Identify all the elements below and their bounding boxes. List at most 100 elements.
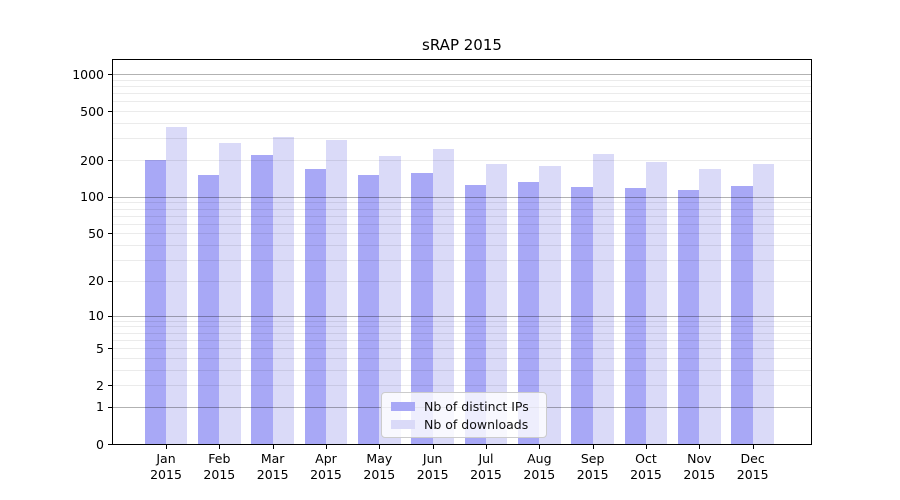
gridline-8	[112, 326, 812, 327]
y-tick-label-5: 5	[96, 340, 104, 356]
bar-downloads-may	[379, 156, 401, 445]
x-tick-label-nov: Nov 2015	[683, 451, 716, 482]
x-tick-mark	[699, 445, 701, 449]
x-tick-label-jun: Jun 2015	[416, 451, 449, 482]
y-tick-mark	[108, 348, 112, 350]
gridline-800	[112, 86, 812, 87]
bar-distinct-ips-jan	[144, 160, 166, 445]
bar-distinct-ips-may	[358, 175, 380, 445]
gridline-30	[112, 260, 812, 261]
bar-distinct-ips-apr	[304, 168, 326, 445]
y-tick-mark	[108, 160, 112, 162]
y-tick-mark	[108, 385, 112, 387]
x-tick-mark	[325, 445, 327, 449]
x-tick-mark	[645, 445, 647, 449]
y-tick-mark	[108, 444, 112, 445]
y-tick-mark	[108, 196, 112, 198]
x-tick-mark	[219, 445, 221, 449]
bar-distinct-ips-jun	[411, 172, 433, 445]
y-tick-mark	[108, 315, 112, 317]
bar-downloads-jan	[166, 126, 188, 445]
bar-downloads-oct	[645, 161, 668, 445]
y-tick-label-20: 20	[88, 273, 104, 289]
bar-distinct-ips-feb	[198, 174, 220, 445]
gridline-6	[112, 340, 812, 341]
left-spine	[112, 59, 113, 445]
x-tick-mark	[166, 445, 167, 449]
legend-label: Nb of downloads	[424, 416, 529, 432]
gridline-900	[112, 80, 812, 81]
gridline-7	[112, 333, 812, 334]
bar-downloads-jun	[432, 149, 454, 445]
y-tick-label-1: 1	[96, 399, 104, 415]
x-tick-label-feb: Feb 2015	[203, 451, 236, 482]
gridline-4	[112, 358, 812, 359]
gridline-2	[112, 385, 812, 386]
y-tick-mark	[108, 74, 112, 76]
x-tick-label-sep: Sep 2015	[576, 451, 609, 482]
bar-downloads-mar	[272, 136, 294, 445]
x-tick-mark	[379, 445, 381, 449]
x-axis-spine	[112, 444, 812, 445]
gridline-40	[112, 245, 812, 246]
gridline-10	[112, 316, 812, 317]
y-tick-label-100: 100	[80, 189, 104, 205]
y-tick-label-200: 200	[80, 152, 104, 168]
x-tick-label-mar: Mar 2015	[256, 451, 289, 482]
gridline-9	[112, 321, 812, 322]
legend-item: Nb of distinct IPs	[391, 398, 538, 416]
x-tick-label-may: May 2015	[363, 451, 396, 482]
gridline-50	[112, 233, 812, 234]
gridline-1000	[112, 74, 812, 75]
x-tick-mark	[539, 445, 541, 449]
gridline-500	[112, 111, 812, 112]
gridline-300	[112, 138, 812, 139]
bar-distinct-ips-oct	[624, 187, 646, 445]
bar-distinct-ips-mar	[251, 154, 273, 445]
legend-swatch-distinct-ips	[391, 402, 415, 412]
gridline-60	[112, 224, 812, 225]
plot-area	[112, 59, 812, 445]
gridline-600	[112, 101, 812, 102]
x-tick-label-dec: Dec 2015	[736, 451, 769, 482]
x-tick-mark	[432, 445, 434, 449]
x-tick-mark	[592, 445, 594, 449]
bar-downloads-nov	[699, 168, 721, 445]
gridline-200	[112, 160, 812, 161]
gridline-100	[112, 197, 812, 198]
bar-distinct-ips-nov	[678, 189, 700, 445]
bar-downloads-sep	[592, 153, 614, 445]
gridline-70	[112, 216, 812, 217]
legend-label: Nb of distinct IPs	[424, 399, 529, 415]
y-tick-mark	[108, 233, 112, 235]
gridline-5	[112, 348, 812, 349]
y-tick-mark	[108, 111, 112, 113]
y-tick-mark	[108, 406, 112, 408]
bar-downloads-jul	[485, 163, 508, 445]
y-tick-label-1000: 1000	[72, 66, 104, 82]
x-tick-label-apr: Apr 2015	[310, 451, 342, 482]
bar-distinct-ips-aug	[518, 181, 540, 445]
top-spine	[112, 59, 812, 60]
legend: Nb of distinct IPs Nb of downloads	[381, 392, 547, 438]
y-tick-label-50: 50	[88, 225, 104, 241]
gridline-400	[112, 123, 812, 124]
x-tick-label-jul: Jul 2015	[470, 451, 502, 482]
bar-downloads-dec	[752, 164, 774, 445]
gridline-3	[112, 370, 812, 371]
y-tick-label-0: 0	[96, 436, 104, 452]
gridline-90	[112, 202, 812, 203]
gridline-20	[112, 281, 812, 282]
legend-swatch-downloads	[391, 419, 415, 429]
x-tick-mark	[485, 445, 487, 449]
bar-downloads-apr	[325, 140, 348, 445]
x-tick-label-oct: Oct 2015	[630, 451, 662, 482]
bar-downloads-aug	[539, 165, 561, 445]
bar-downloads-feb	[219, 143, 241, 445]
gridline-80	[112, 209, 812, 210]
right-spine	[811, 59, 812, 445]
legend-item: Nb of downloads	[391, 416, 538, 434]
gridline-700	[112, 93, 812, 94]
x-tick-label-jan: Jan 2015	[150, 451, 182, 482]
